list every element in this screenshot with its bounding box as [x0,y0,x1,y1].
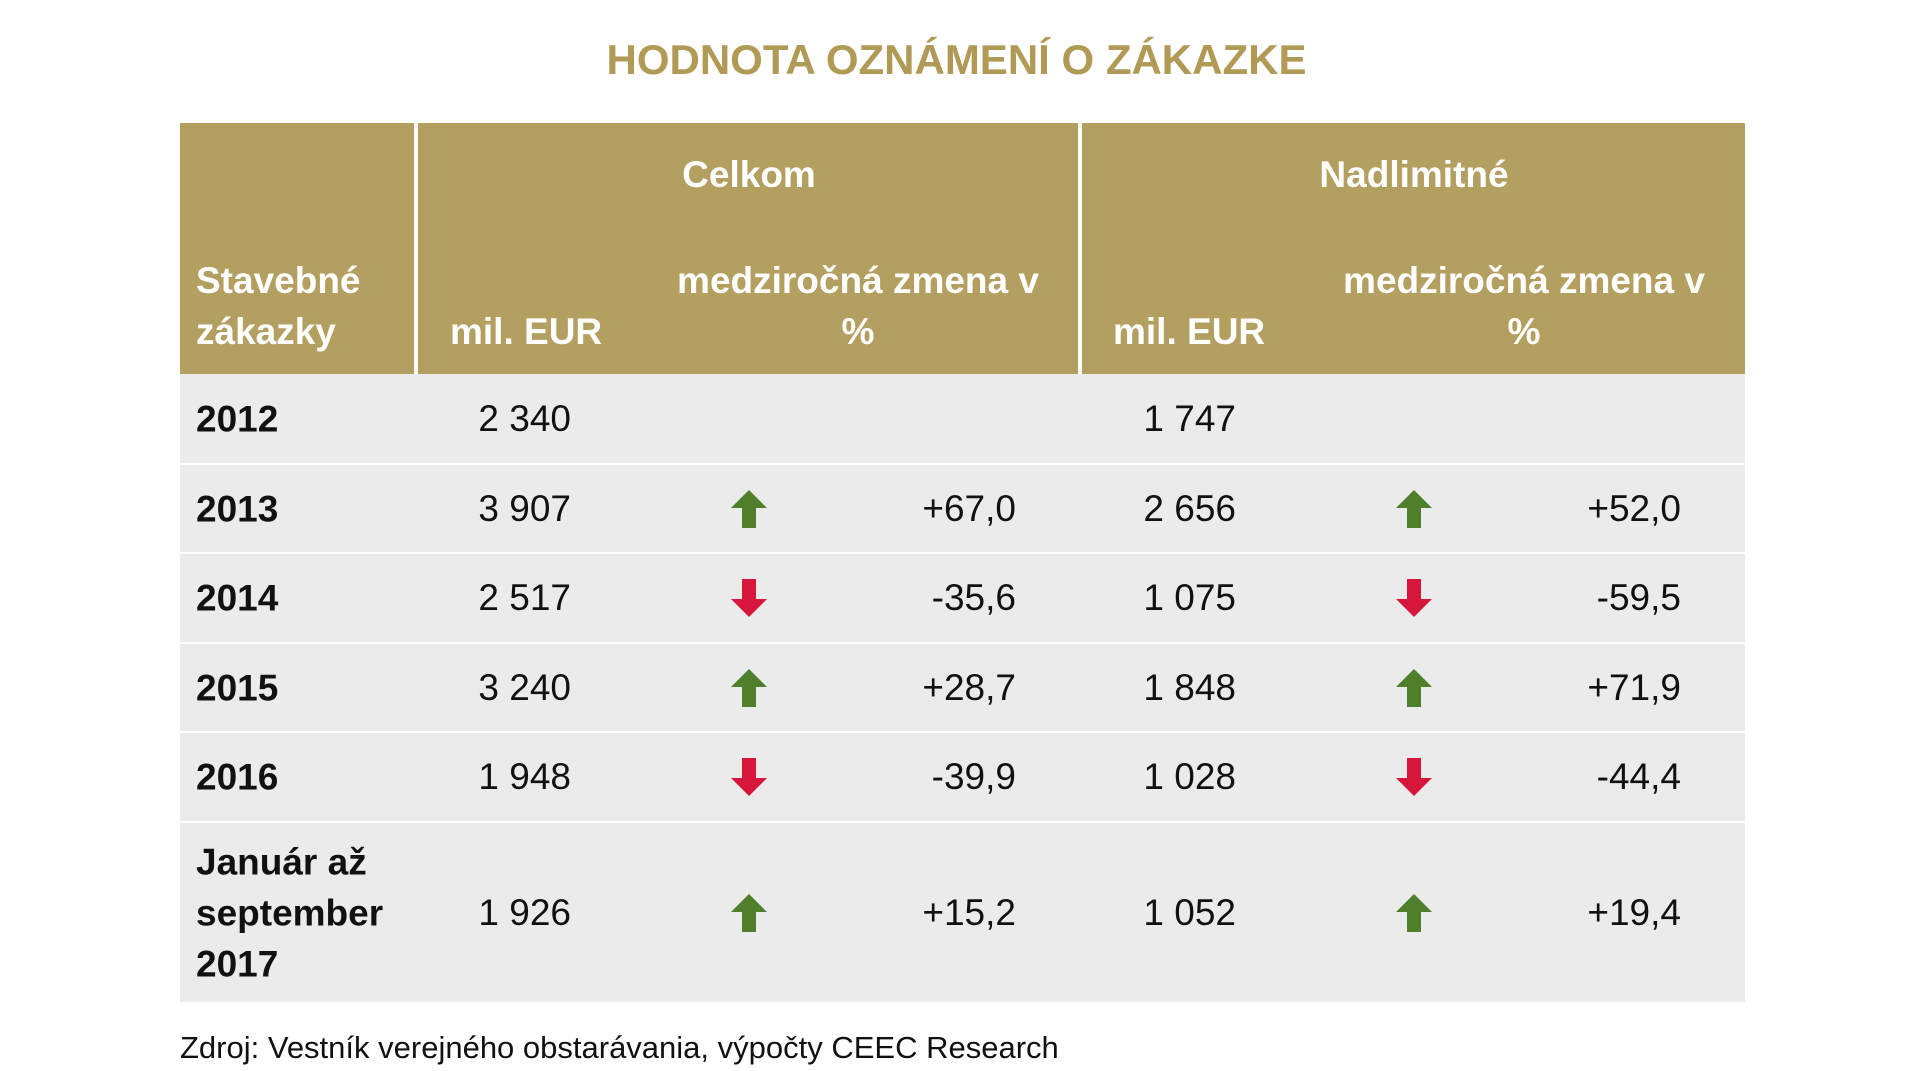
row-label: 2013 [196,488,279,529]
arrow-up [1396,489,1432,528]
arrow-down [731,579,767,617]
arrow-down [731,758,767,796]
row-bg [180,644,1745,731]
row-bg [180,374,1745,463]
cell: 1 948 [478,756,571,797]
column-header: medziročná zmena v % [677,260,1039,352]
column-header: mil. EUR [1113,311,1266,352]
arrow-up [731,668,767,707]
cell: 1 052 [1143,891,1236,933]
cell: +52,0 [1587,487,1681,529]
cell: 1 747 [1143,397,1236,439]
arrow-up [731,893,767,932]
arrow-shape [731,489,767,528]
arrow-up [1396,893,1432,932]
arrow-up [1396,668,1432,707]
arrow-down [1396,758,1432,796]
row-bg [180,823,1745,1002]
title: HODNOTA OZNÁMENÍ O ZÁKAZKE [606,36,1307,83]
cell: 1 075 [1143,577,1236,618]
cell: 1 926 [478,891,571,933]
arrow-shape [1396,758,1432,796]
cell: 2 517 [478,577,571,618]
row-label: Január až september 2017 [196,841,384,984]
row-label: 2015 [196,667,279,708]
arrow-shape [1396,579,1432,617]
row-bg [180,465,1745,552]
cell: +28,7 [922,666,1016,708]
row-bg [180,554,1745,642]
source: Zdroj: Vestník verejného obstarávania, v… [180,1030,1059,1065]
row-label: 2016 [196,756,279,798]
cell: -39,9 [931,756,1016,797]
cell: 1 028 [1143,756,1236,797]
group-header: Nadlimitné [1319,154,1509,195]
row-label: 2014 [196,577,279,619]
row-label: 2012 [196,398,279,439]
arrow-shape [1396,489,1432,528]
cell: 2 340 [478,397,571,439]
arrow-down [1396,579,1432,617]
cell: -35,6 [931,577,1016,618]
arrow-up [731,489,767,528]
arrow-shape [731,893,767,932]
arrow-shape [731,668,767,707]
cell: 1 848 [1143,666,1236,708]
cell: +15,2 [922,891,1016,933]
row-bg [180,733,1745,821]
cell: +71,9 [1587,666,1681,708]
header-bg [180,123,1745,374]
cell: 3 907 [478,487,571,529]
cell: 3 240 [478,666,571,708]
arrow-shape [1396,668,1432,707]
header-cell: Stavebné zákazky [196,260,361,352]
column-header: mil. EUR [450,311,603,352]
cell: +67,0 [922,487,1016,529]
cell: +19,4 [1587,891,1681,933]
column-header: medziročná zmena v % [1343,260,1705,352]
group-header: Celkom [682,154,816,195]
arrow-shape [731,579,767,617]
arrow-shape [731,758,767,796]
cell: -44,4 [1596,756,1681,797]
arrow-shape [1396,893,1432,932]
cell: 2 656 [1143,487,1236,529]
cell: -59,5 [1596,577,1681,618]
